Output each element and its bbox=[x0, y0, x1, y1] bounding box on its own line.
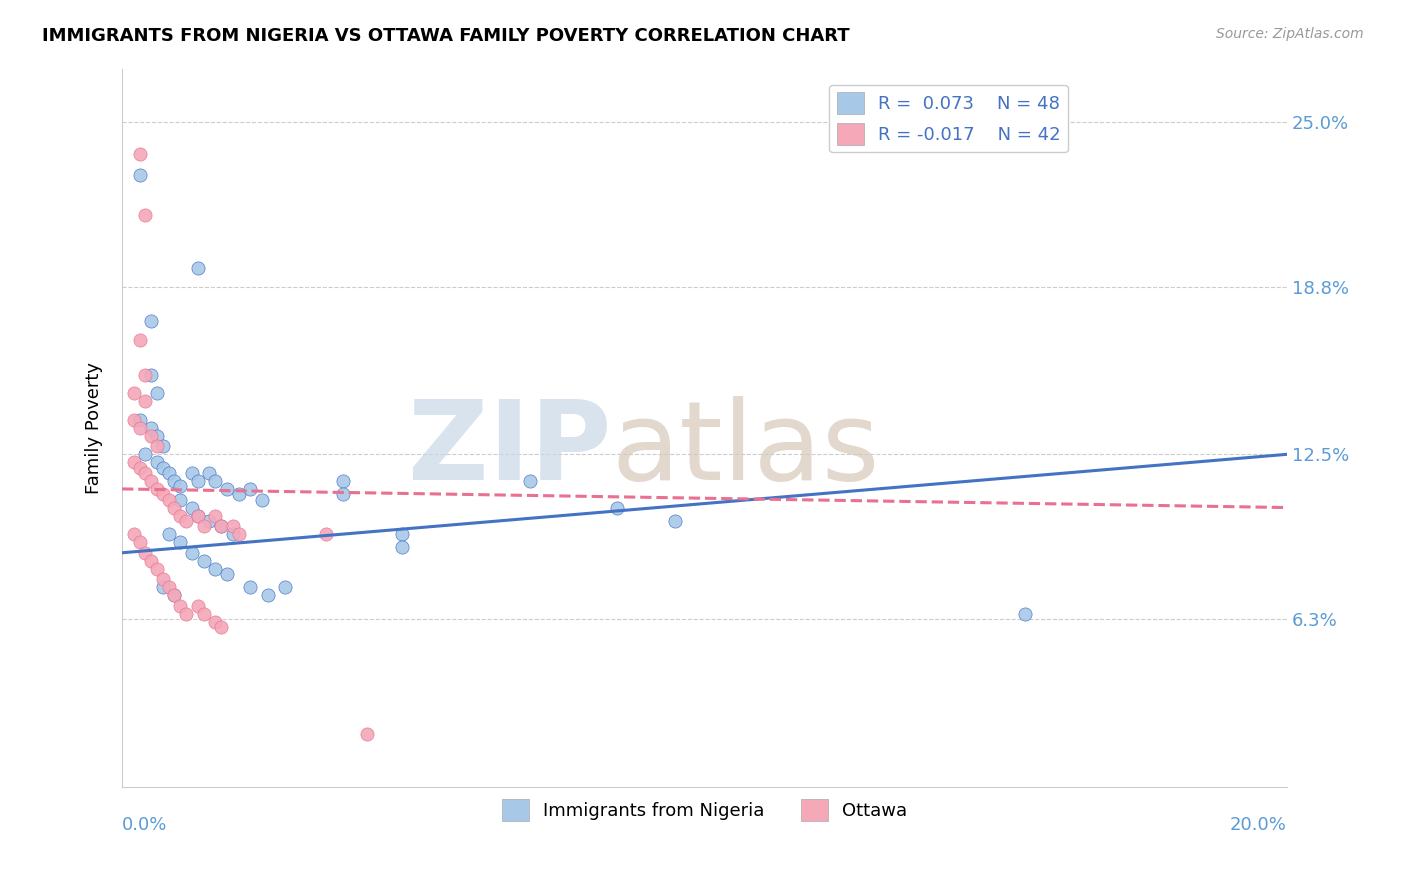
Point bbox=[181, 546, 204, 560]
Point bbox=[152, 580, 174, 594]
Point bbox=[128, 460, 150, 475]
Point bbox=[204, 562, 226, 576]
Point bbox=[187, 261, 209, 276]
Point bbox=[204, 474, 226, 488]
Point bbox=[169, 508, 191, 523]
Point bbox=[332, 474, 354, 488]
Point bbox=[146, 428, 169, 442]
Text: IMMIGRANTS FROM NIGERIA VS OTTAWA FAMILY POVERTY CORRELATION CHART: IMMIGRANTS FROM NIGERIA VS OTTAWA FAMILY… bbox=[42, 27, 849, 45]
Point bbox=[163, 588, 186, 602]
Point bbox=[606, 500, 628, 515]
Point bbox=[134, 208, 156, 222]
Point bbox=[169, 535, 191, 549]
Point bbox=[193, 519, 215, 533]
Point bbox=[128, 413, 150, 427]
Point bbox=[187, 508, 209, 523]
Point bbox=[664, 514, 686, 528]
Point bbox=[356, 727, 378, 741]
Point bbox=[391, 527, 413, 541]
Point bbox=[146, 439, 169, 453]
Point bbox=[163, 588, 186, 602]
Point bbox=[228, 487, 250, 501]
Point bbox=[519, 474, 541, 488]
Point bbox=[181, 500, 204, 515]
Point bbox=[215, 482, 238, 496]
Point bbox=[391, 541, 413, 555]
Point bbox=[169, 599, 191, 613]
Point bbox=[209, 519, 232, 533]
Point bbox=[152, 460, 174, 475]
Point bbox=[128, 168, 150, 182]
Point bbox=[152, 439, 174, 453]
Point bbox=[169, 479, 191, 493]
Point bbox=[141, 474, 163, 488]
Text: 0.0%: 0.0% bbox=[122, 815, 167, 834]
Point bbox=[315, 527, 337, 541]
Point bbox=[128, 333, 150, 347]
Point bbox=[163, 500, 186, 515]
Point bbox=[146, 455, 169, 469]
Point bbox=[141, 368, 163, 382]
Y-axis label: Family Poverty: Family Poverty bbox=[86, 362, 103, 494]
Point bbox=[198, 466, 221, 480]
Point bbox=[215, 567, 238, 582]
Point bbox=[152, 487, 174, 501]
Point bbox=[250, 492, 273, 507]
Point bbox=[187, 508, 209, 523]
Point bbox=[204, 615, 226, 629]
Point bbox=[228, 527, 250, 541]
Point bbox=[141, 554, 163, 568]
Point bbox=[122, 386, 145, 401]
Point bbox=[122, 413, 145, 427]
Point bbox=[141, 314, 163, 328]
Point bbox=[239, 482, 262, 496]
Point bbox=[122, 455, 145, 469]
Point bbox=[128, 535, 150, 549]
Point bbox=[146, 562, 169, 576]
Point bbox=[157, 527, 180, 541]
Point bbox=[198, 514, 221, 528]
Point bbox=[1014, 607, 1036, 621]
Point bbox=[146, 482, 169, 496]
Point bbox=[256, 588, 278, 602]
Point bbox=[128, 421, 150, 435]
Point bbox=[174, 607, 197, 621]
Point bbox=[193, 607, 215, 621]
Point bbox=[128, 146, 150, 161]
Point bbox=[134, 546, 156, 560]
Point bbox=[187, 599, 209, 613]
Point bbox=[157, 580, 180, 594]
Point bbox=[239, 580, 262, 594]
Point bbox=[134, 368, 156, 382]
Text: Source: ZipAtlas.com: Source: ZipAtlas.com bbox=[1216, 27, 1364, 41]
Point bbox=[146, 386, 169, 401]
Point bbox=[134, 447, 156, 461]
Point bbox=[157, 492, 180, 507]
Point bbox=[163, 474, 186, 488]
Point bbox=[204, 508, 226, 523]
Point bbox=[157, 466, 180, 480]
Point bbox=[152, 573, 174, 587]
Point bbox=[274, 580, 297, 594]
Point bbox=[169, 492, 191, 507]
Point bbox=[221, 519, 243, 533]
Point bbox=[134, 466, 156, 480]
Point bbox=[141, 421, 163, 435]
Text: ZIP: ZIP bbox=[408, 396, 612, 503]
Text: atlas: atlas bbox=[612, 396, 880, 503]
Point bbox=[174, 514, 197, 528]
Point bbox=[141, 428, 163, 442]
Point bbox=[181, 466, 204, 480]
Point bbox=[221, 527, 243, 541]
Point bbox=[193, 554, 215, 568]
Point bbox=[332, 487, 354, 501]
Point bbox=[209, 620, 232, 634]
Point bbox=[209, 519, 232, 533]
Text: 20.0%: 20.0% bbox=[1230, 815, 1286, 834]
Legend: Immigrants from Nigeria, Ottawa: Immigrants from Nigeria, Ottawa bbox=[495, 792, 914, 828]
Point bbox=[187, 474, 209, 488]
Point bbox=[134, 394, 156, 409]
Point bbox=[122, 527, 145, 541]
